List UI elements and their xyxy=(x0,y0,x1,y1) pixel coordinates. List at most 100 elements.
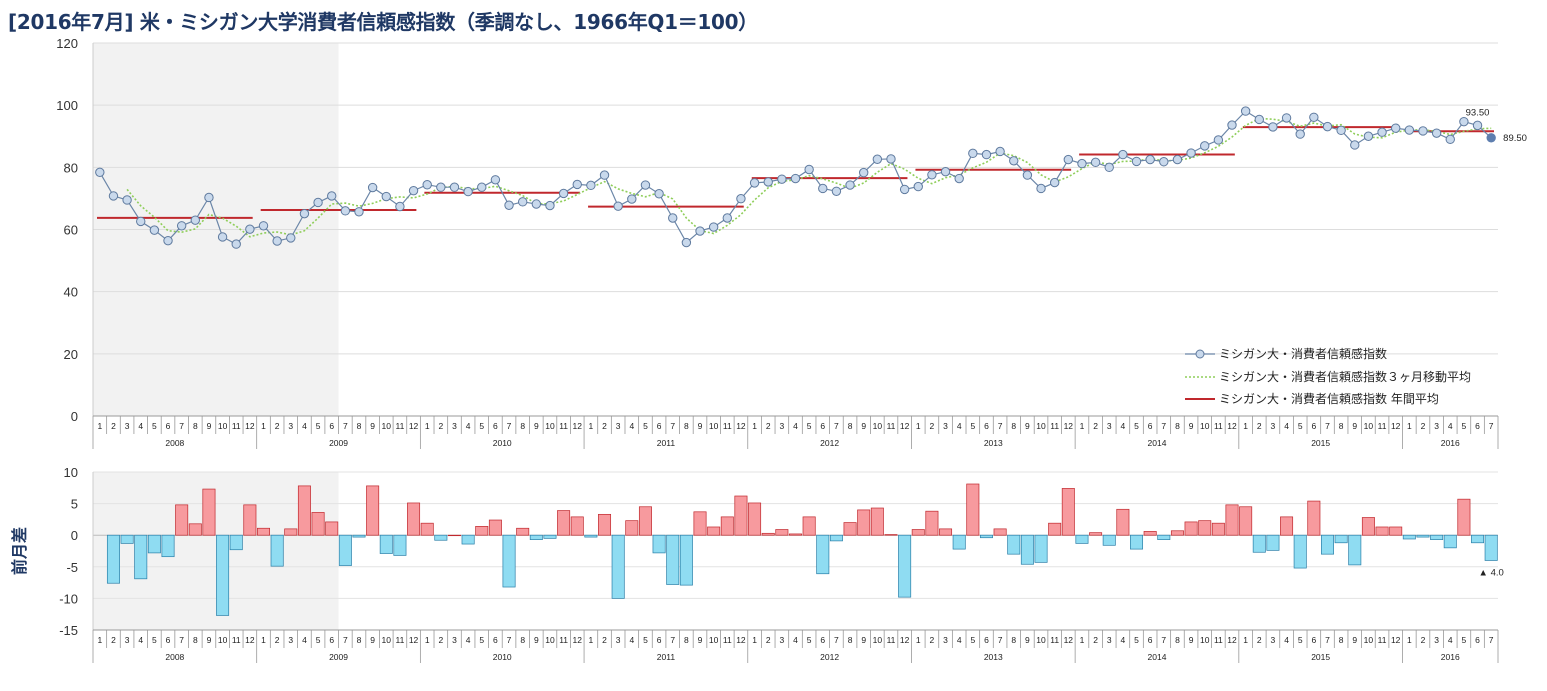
month-tick-label: 12 xyxy=(1064,635,1074,645)
index-point xyxy=(149,225,160,235)
month-tick-label: 1 xyxy=(261,421,266,431)
month-tick-label: 5 xyxy=(1134,421,1139,431)
month-tick-label: 3 xyxy=(125,635,130,645)
diff-bar xyxy=(748,502,762,536)
month-tick-label: 5 xyxy=(643,421,648,431)
diff-bar xyxy=(229,534,243,551)
index-point xyxy=(968,148,978,159)
year-tick-label: 2012 xyxy=(820,438,839,448)
index-point xyxy=(1336,125,1346,136)
diff-bar xyxy=(1130,534,1144,550)
month-tick-label: 9 xyxy=(861,635,866,645)
year-tick-label: 2011 xyxy=(657,438,676,448)
diff-bar xyxy=(939,528,953,536)
month-tick-label: 7 xyxy=(343,421,348,431)
month-tick-label: 11 xyxy=(1050,421,1059,431)
index-point xyxy=(136,216,146,227)
month-tick-label: 10 xyxy=(382,635,392,645)
month-tick-label: 2 xyxy=(111,635,116,645)
index-point xyxy=(1390,123,1401,133)
month-tick-label: 5 xyxy=(1462,635,1467,645)
month-tick-label: 6 xyxy=(820,421,825,431)
month-tick-label: 12 xyxy=(736,421,746,431)
index-point xyxy=(695,226,705,236)
index-point xyxy=(790,173,801,184)
y-tick-label: 10 xyxy=(64,465,78,480)
month-tick-label: 9 xyxy=(1025,421,1030,431)
month-tick-label: 4 xyxy=(957,421,962,431)
month-tick-label: 6 xyxy=(1148,635,1153,645)
index-point xyxy=(327,191,337,201)
month-tick-label: 11 xyxy=(1378,421,1387,431)
diff-bar xyxy=(638,506,652,536)
index-point xyxy=(1268,122,1278,132)
month-tick-label: 12 xyxy=(736,635,746,645)
legend-label: ミシガン大・消費者信頼感指数３ヶ月移動平均 xyxy=(1219,369,1471,384)
index-point xyxy=(1309,112,1319,122)
y-tick-label: -10 xyxy=(59,591,78,606)
month-tick-label: 9 xyxy=(370,421,375,431)
index-point xyxy=(1022,170,1033,180)
month-tick-label: 12 xyxy=(1391,421,1401,431)
year-tick-label: 2014 xyxy=(1148,652,1167,662)
diff-bar xyxy=(1471,534,1485,544)
month-tick-label: 10 xyxy=(1200,635,1210,645)
month-tick-label: 7 xyxy=(998,635,1003,645)
index-point xyxy=(217,232,228,242)
moving-average-line xyxy=(126,117,1492,238)
month-tick-label: 9 xyxy=(1352,635,1357,645)
month-tick-label: 10 xyxy=(1364,421,1374,431)
month-tick-label: 9 xyxy=(1352,421,1357,431)
month-tick-label: 1 xyxy=(97,421,102,431)
month-tick-label: 6 xyxy=(984,421,989,431)
index-point xyxy=(395,201,405,212)
year-tick-label: 2012 xyxy=(820,652,839,662)
year-tick-label: 2011 xyxy=(657,652,676,662)
month-tick-label: 2 xyxy=(930,635,935,645)
month-tick-label: 2 xyxy=(766,635,771,645)
index-point xyxy=(913,181,923,192)
month-tick-label: 3 xyxy=(1271,421,1276,431)
month-tick-label: 2 xyxy=(1257,421,1262,431)
month-tick-label: 7 xyxy=(1489,421,1494,431)
month-tick-label: 11 xyxy=(559,635,568,645)
month-tick-label: 1 xyxy=(752,635,757,645)
diff-bar xyxy=(475,526,489,536)
month-tick-label: 12 xyxy=(573,635,583,645)
diff-bar xyxy=(447,534,461,537)
year-tick-label: 2015 xyxy=(1311,652,1330,662)
month-tick-label: 2 xyxy=(438,421,443,431)
month-tick-label: 1 xyxy=(1407,421,1412,431)
index-point xyxy=(558,188,569,199)
index-point xyxy=(245,224,255,234)
year-tick-label: 2008 xyxy=(165,652,184,662)
month-tick-label: 9 xyxy=(1189,421,1194,431)
index-point xyxy=(899,184,910,195)
y-tick-label: -15 xyxy=(59,623,78,638)
month-tick-label: 7 xyxy=(507,635,512,645)
diff-bar xyxy=(1321,534,1334,555)
month-tick-label: 1 xyxy=(97,635,102,645)
month-tick-label: 2 xyxy=(438,635,443,645)
month-tick-label: 5 xyxy=(152,421,157,431)
month-tick-label: 2 xyxy=(766,421,771,431)
diff-bar xyxy=(802,516,816,536)
diff-bar xyxy=(393,534,407,556)
diff-bar xyxy=(734,495,748,536)
month-tick-label: 5 xyxy=(807,421,812,431)
month-tick-label: 4 xyxy=(1284,421,1289,431)
month-tick-label: 2 xyxy=(1093,635,1098,645)
month-tick-label: 10 xyxy=(1036,635,1046,645)
diff-bar xyxy=(625,520,639,536)
diff-bar xyxy=(1007,534,1021,555)
month-tick-label: 9 xyxy=(861,421,866,431)
month-tick-label: 12 xyxy=(409,421,419,431)
month-tick-label: 11 xyxy=(232,421,241,431)
month-tick-label: 1 xyxy=(1080,421,1085,431)
index-point xyxy=(545,200,555,211)
diff-bar xyxy=(1443,534,1457,549)
month-tick-label: 11 xyxy=(396,635,405,645)
index-point xyxy=(163,235,173,246)
index-point xyxy=(1486,133,1496,143)
